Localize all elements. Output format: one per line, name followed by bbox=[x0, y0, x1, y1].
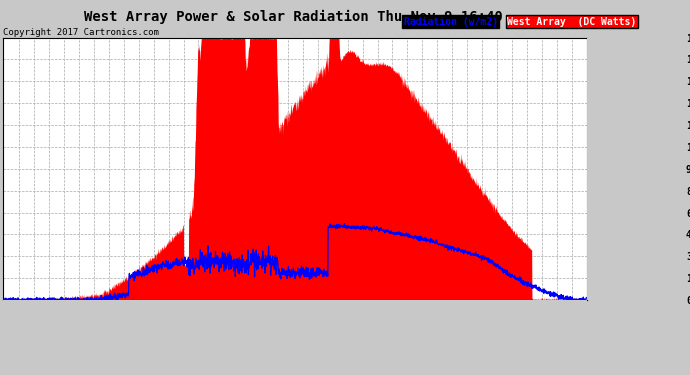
Text: West Array Power & Solar Radiation Thu Nov 9 16:40: West Array Power & Solar Radiation Thu N… bbox=[84, 9, 502, 24]
Text: Radiation (w/m2): Radiation (w/m2) bbox=[404, 17, 497, 27]
Text: West Array  (DC Watts): West Array (DC Watts) bbox=[507, 17, 636, 27]
Text: Copyright 2017 Cartronics.com: Copyright 2017 Cartronics.com bbox=[3, 28, 159, 37]
